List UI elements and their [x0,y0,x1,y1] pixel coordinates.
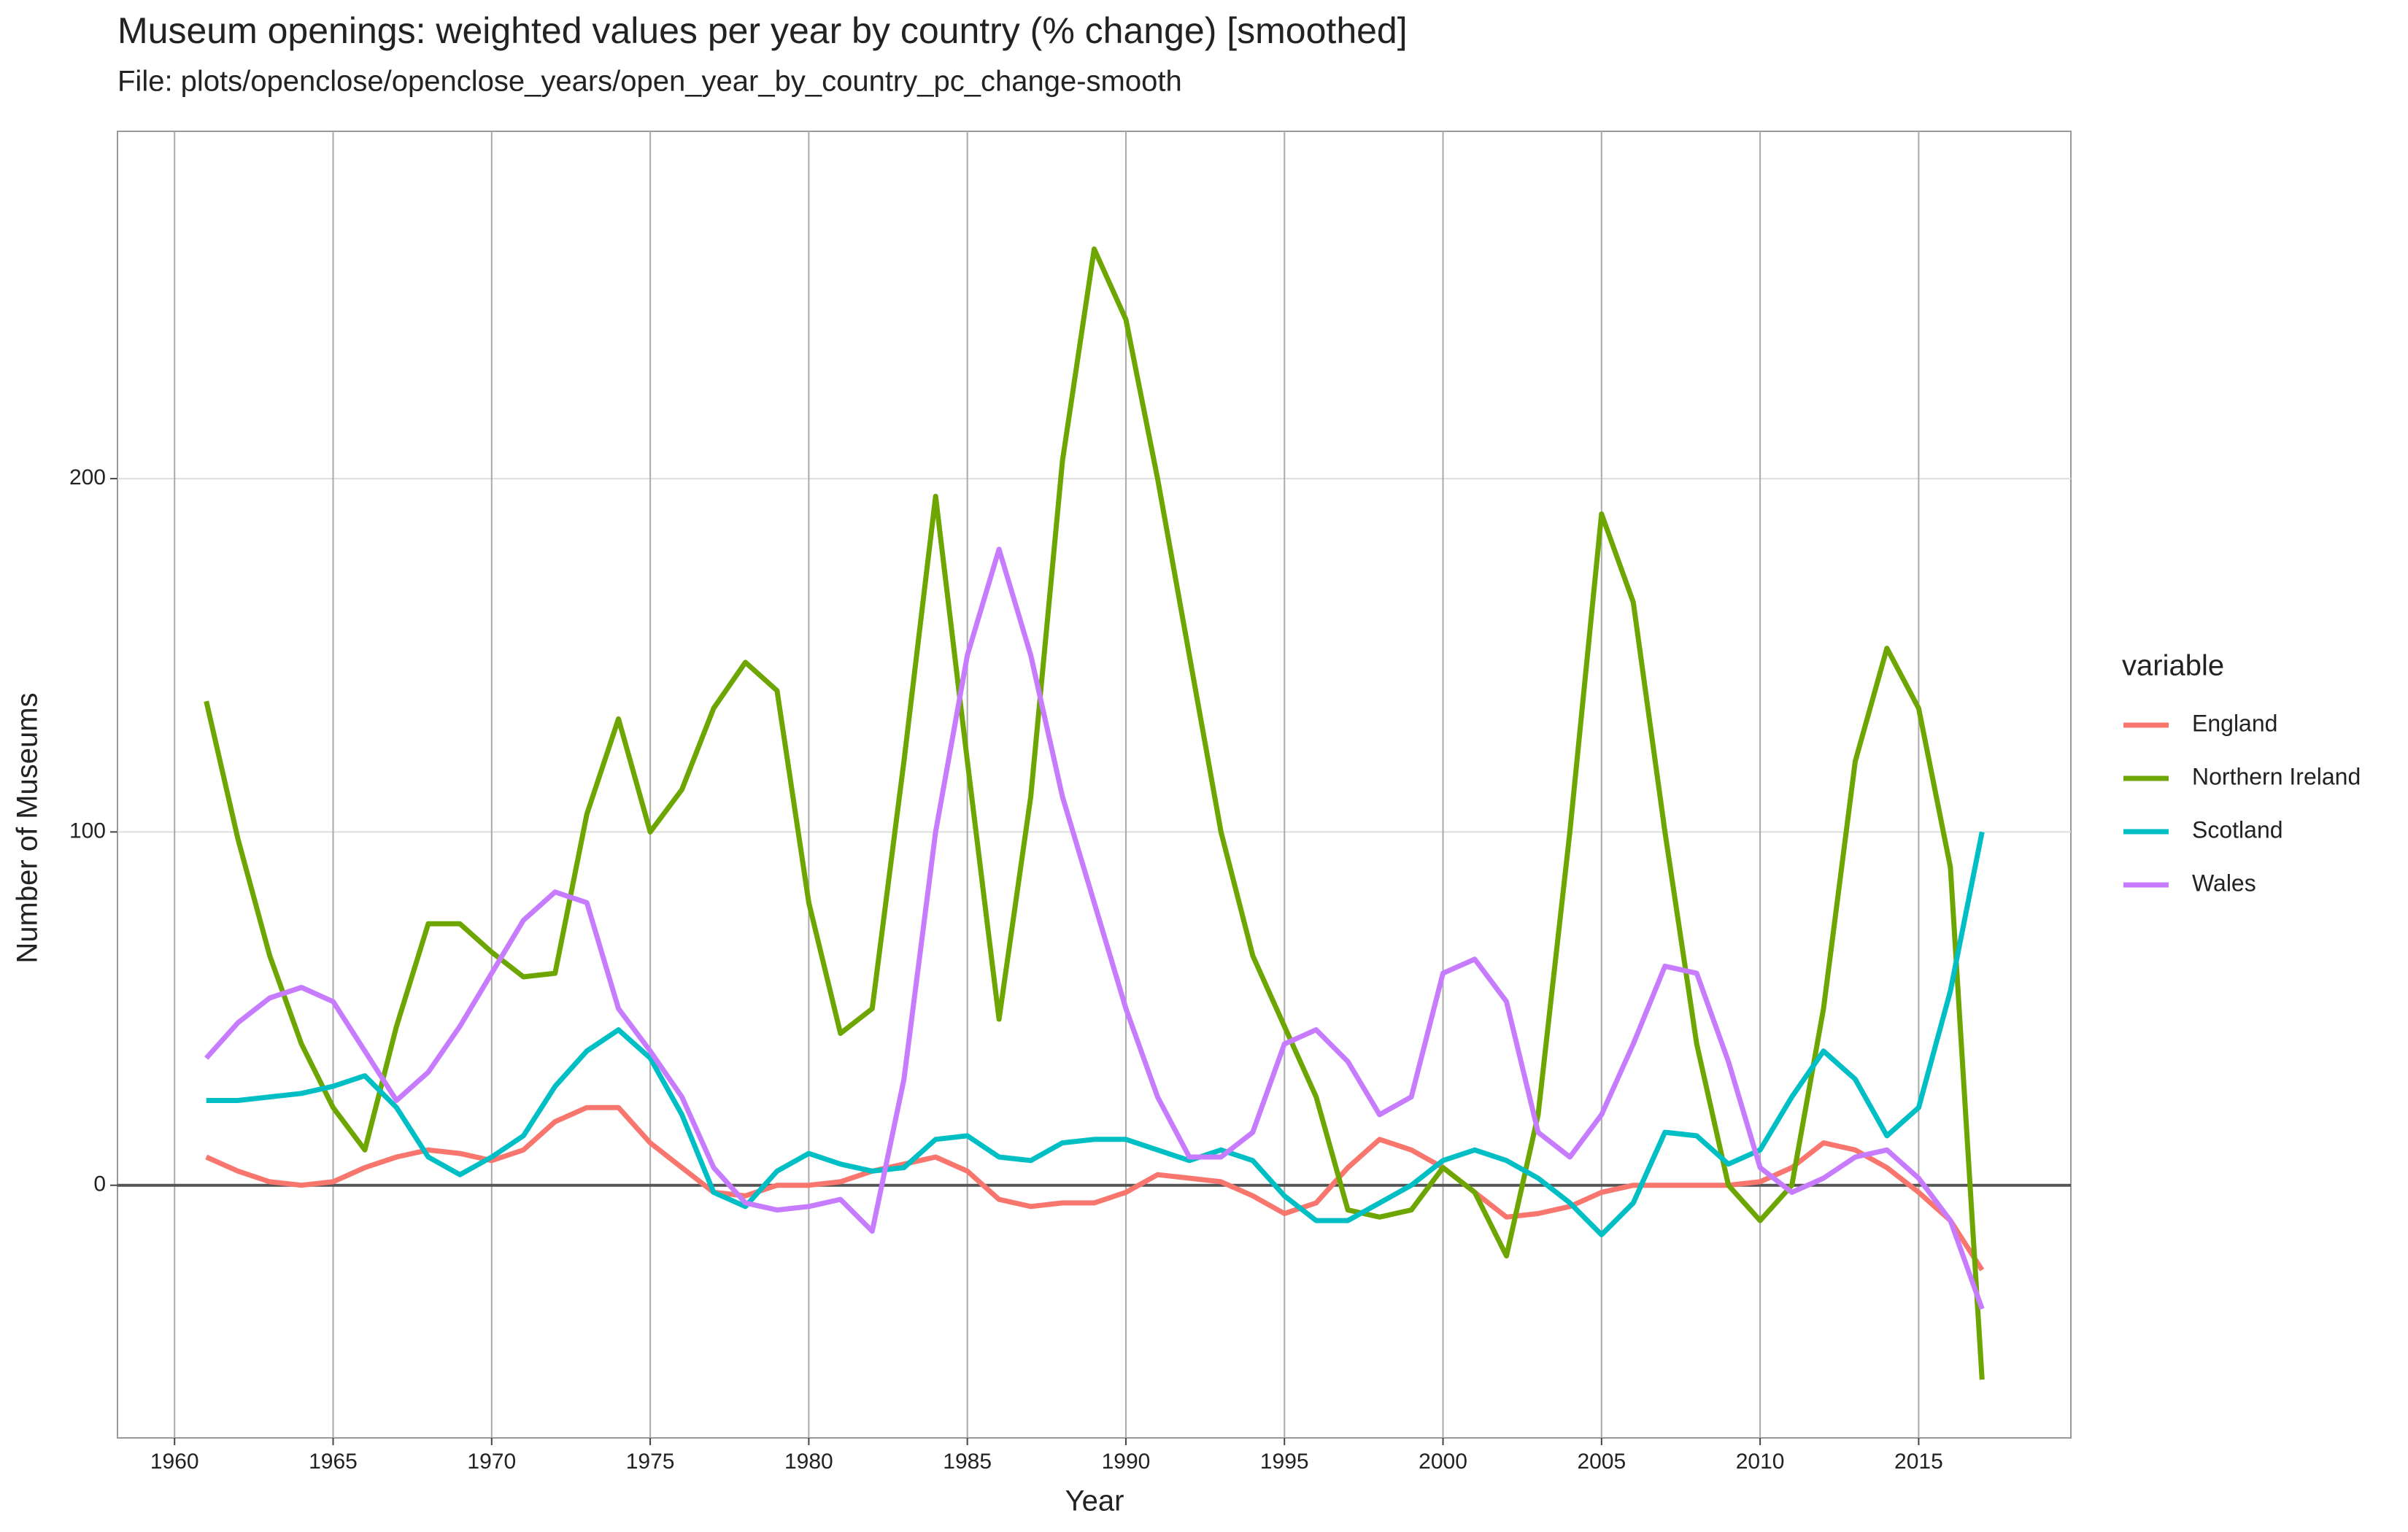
plot-border [117,131,2072,1439]
legend-label: England [2192,710,2277,736]
y-tick-label: 0 [93,1172,106,1196]
legend-label: Scotland [2192,816,2283,843]
x-tick-label: 1965 [309,1450,358,1474]
x-tick-label: 1980 [784,1450,833,1474]
legend-label: Northern Ireland [2192,763,2361,789]
series-line [204,246,1985,1380]
x-tick-label: 1995 [1260,1450,1309,1474]
series-line [204,546,1985,1310]
x-tick-label: 2005 [1577,1450,1626,1474]
chart-title: Museum openings: weighted values per yea… [117,10,1408,51]
series-line [206,831,1985,1237]
x-tick-label: 1985 [943,1450,992,1474]
x-tick-label: 2000 [1419,1450,1467,1474]
x-tick-label: 1975 [626,1450,675,1474]
x-tick-label: 1970 [467,1450,516,1474]
y-axis-label: Number of Museums [12,692,44,963]
chart-subtitle: File: plots/openclose/openclose_years/op… [117,66,1182,98]
x-tick-label: 1990 [1102,1450,1151,1474]
x-tick-label: 1960 [150,1450,199,1474]
legend-label: Wales [2192,870,2256,896]
y-tick-label: 100 [69,819,106,843]
x-tick-label: 2010 [1736,1450,1785,1474]
x-axis-label: Year [1065,1485,1124,1517]
series-line [205,1104,1985,1272]
x-tick-label: 2015 [1894,1450,1943,1474]
y-tick-label: 200 [69,465,106,490]
legend-title: variable [2122,650,2224,682]
